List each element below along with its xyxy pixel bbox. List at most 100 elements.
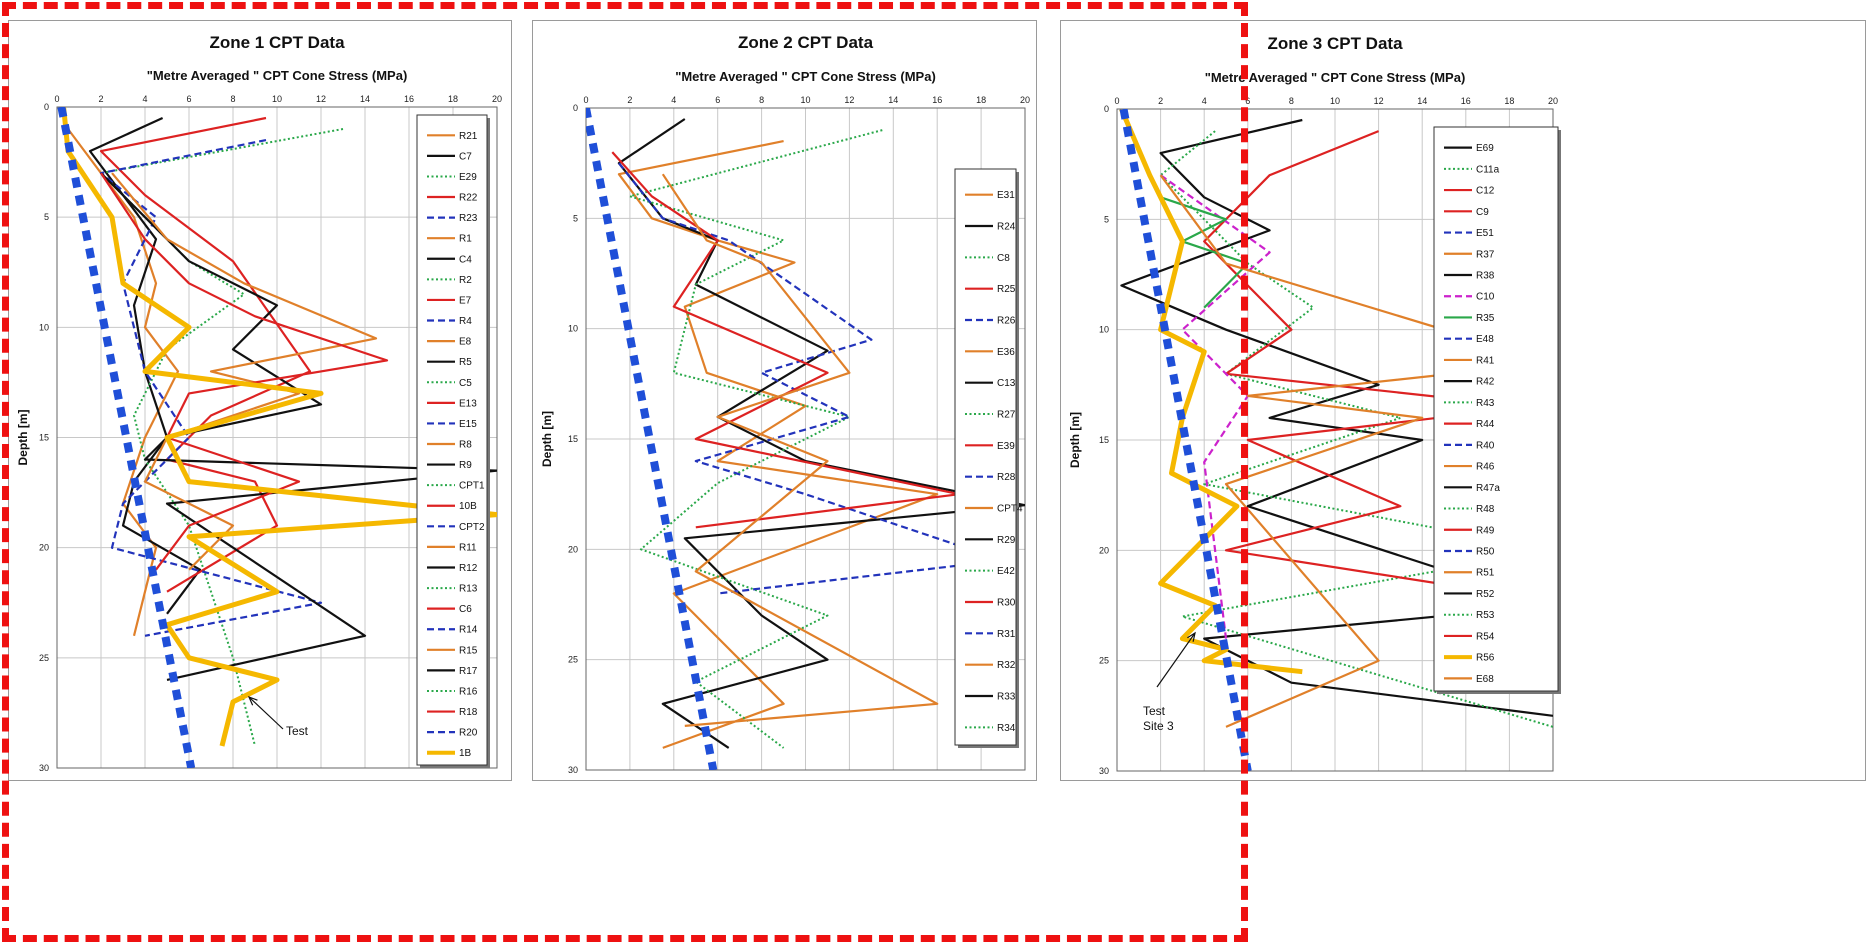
legend-label: R38 bbox=[1476, 271, 1495, 282]
legend-label: R32 bbox=[997, 660, 1016, 671]
plot-area bbox=[585, 107, 1026, 771]
series-line-C12 bbox=[1203, 130, 1533, 596]
x-tick-label: 10 bbox=[272, 94, 282, 104]
x-tick-label: 14 bbox=[360, 94, 370, 104]
legend-label: R15 bbox=[459, 645, 478, 656]
annotation-arrowhead bbox=[1187, 631, 1196, 642]
x-tick-label: 8 bbox=[230, 94, 235, 104]
trend-line bbox=[586, 108, 718, 770]
series-line-E69 bbox=[1120, 118, 1553, 717]
legend-label: E48 bbox=[1476, 334, 1494, 345]
zone3-chart: Zone 3 CPT Data "Metre Averaged " CPT Con… bbox=[1060, 20, 1866, 781]
y-tick-label: 25 bbox=[568, 655, 578, 665]
legend-label: R23 bbox=[459, 213, 478, 224]
y-tick-label: 30 bbox=[1099, 766, 1109, 776]
series-line-R22 bbox=[99, 116, 312, 593]
legend-label: R41 bbox=[1476, 355, 1495, 366]
series-line-R5 bbox=[100, 172, 497, 681]
legend-label: R22 bbox=[459, 193, 478, 204]
legend-label: R37 bbox=[1476, 249, 1495, 260]
x-axis-label: "Metre Averaged " CPT Cone Stress (MPa) bbox=[675, 69, 936, 84]
legend-label: E7 bbox=[459, 295, 472, 306]
legend-label: R30 bbox=[997, 598, 1016, 609]
legend-label: R54 bbox=[1476, 631, 1495, 642]
y-tick-label: 10 bbox=[39, 322, 49, 332]
x-tick-label: 2 bbox=[1158, 96, 1163, 106]
annotation-arrow bbox=[248, 696, 284, 730]
x-tick-label: 16 bbox=[932, 95, 942, 105]
legend-label: R20 bbox=[459, 728, 478, 739]
legend-label: R51 bbox=[1476, 568, 1495, 579]
x-tick-label: 16 bbox=[404, 94, 414, 104]
y-tick-label: 20 bbox=[1099, 545, 1109, 555]
legend-label: E13 bbox=[459, 398, 477, 409]
legend-label: C5 bbox=[459, 378, 472, 389]
legend-label: R16 bbox=[459, 686, 478, 697]
series-line-R23 bbox=[99, 139, 323, 637]
legend-label: E51 bbox=[1476, 228, 1494, 239]
y-tick-label: 5 bbox=[1104, 214, 1109, 224]
legend-label: CPT2 bbox=[459, 522, 485, 533]
y-tick-label: 0 bbox=[1104, 104, 1109, 114]
legend-label: R44 bbox=[1476, 419, 1495, 430]
legend-label: E29 bbox=[459, 172, 477, 183]
x-tick-label: 10 bbox=[1330, 96, 1340, 106]
x-tick-label: 6 bbox=[1245, 96, 1250, 106]
legend-label: R40 bbox=[1476, 440, 1495, 451]
legend-label: R11 bbox=[459, 542, 477, 553]
y-tick-label: 30 bbox=[39, 763, 49, 773]
legend-label: R53 bbox=[1476, 610, 1495, 621]
legend-label: R9 bbox=[459, 460, 472, 471]
legend-label: R18 bbox=[459, 707, 478, 718]
annotation-text-line2: Site 3 bbox=[1143, 719, 1174, 733]
x-tick-label: 8 bbox=[759, 95, 764, 105]
chart-title: Zone 1 CPT Data bbox=[209, 33, 345, 52]
legend-box bbox=[954, 168, 1017, 746]
x-tick-label: 12 bbox=[1374, 96, 1384, 106]
legend-label: E42 bbox=[997, 566, 1015, 577]
series-line-E31 bbox=[617, 140, 939, 749]
legend-label: R24 bbox=[997, 222, 1016, 233]
legend-box bbox=[416, 114, 488, 766]
legend-label: C13 bbox=[997, 378, 1016, 389]
legend-label: E31 bbox=[997, 190, 1015, 201]
x-axis-label: "Metre Averaged " CPT Cone Stress (MPa) bbox=[147, 68, 408, 83]
legend-label: CPT4 bbox=[997, 504, 1023, 515]
legend-label: C4 bbox=[459, 254, 472, 265]
zone2-chart: Zone 2 CPT Data "Metre Averaged " CPT Con… bbox=[532, 20, 1037, 781]
annotation-text-line1: Test bbox=[1143, 704, 1166, 718]
series-line-R26 bbox=[618, 162, 1005, 595]
x-tick-label: 20 bbox=[492, 94, 502, 104]
legend-label: E15 bbox=[459, 419, 477, 430]
x-tick-label: 20 bbox=[1020, 95, 1030, 105]
legend-label: C6 bbox=[459, 604, 472, 615]
x-tick-label: 0 bbox=[583, 95, 588, 105]
y-tick-label: 10 bbox=[568, 324, 578, 334]
annotation-text: Test bbox=[286, 724, 309, 738]
legend-label: R33 bbox=[997, 692, 1016, 703]
legend-label: R4 bbox=[459, 316, 472, 327]
y-axis-label: Depth [m] bbox=[16, 410, 30, 466]
x-tick-label: 2 bbox=[98, 94, 103, 104]
legend-box bbox=[1433, 126, 1559, 692]
x-tick-label: 14 bbox=[888, 95, 898, 105]
x-axis-label: "Metre Averaged " CPT Cone Stress (MPa) bbox=[1205, 70, 1466, 85]
x-tick-label: 10 bbox=[800, 95, 810, 105]
legend-label: CPT1 bbox=[459, 481, 485, 492]
legend-label: R48 bbox=[1476, 504, 1495, 515]
legend-label: R28 bbox=[997, 472, 1016, 483]
legend-label: C12 bbox=[1476, 186, 1495, 197]
x-tick-label: 0 bbox=[54, 94, 59, 104]
x-tick-label: 18 bbox=[976, 95, 986, 105]
legend-label: C10 bbox=[1476, 292, 1495, 303]
x-tick-label: 4 bbox=[1202, 96, 1207, 106]
y-tick-label: 15 bbox=[1099, 435, 1109, 445]
legend-label: R34 bbox=[997, 723, 1016, 734]
series-line-1B bbox=[61, 107, 497, 747]
legend-label: R47a bbox=[1476, 483, 1500, 494]
y-axis-label: Depth [m] bbox=[540, 411, 554, 467]
legend-label: R8 bbox=[459, 440, 472, 451]
series-line-R56 bbox=[1119, 109, 1303, 675]
legend-label: R25 bbox=[997, 284, 1016, 295]
trend-line bbox=[1119, 109, 1252, 771]
